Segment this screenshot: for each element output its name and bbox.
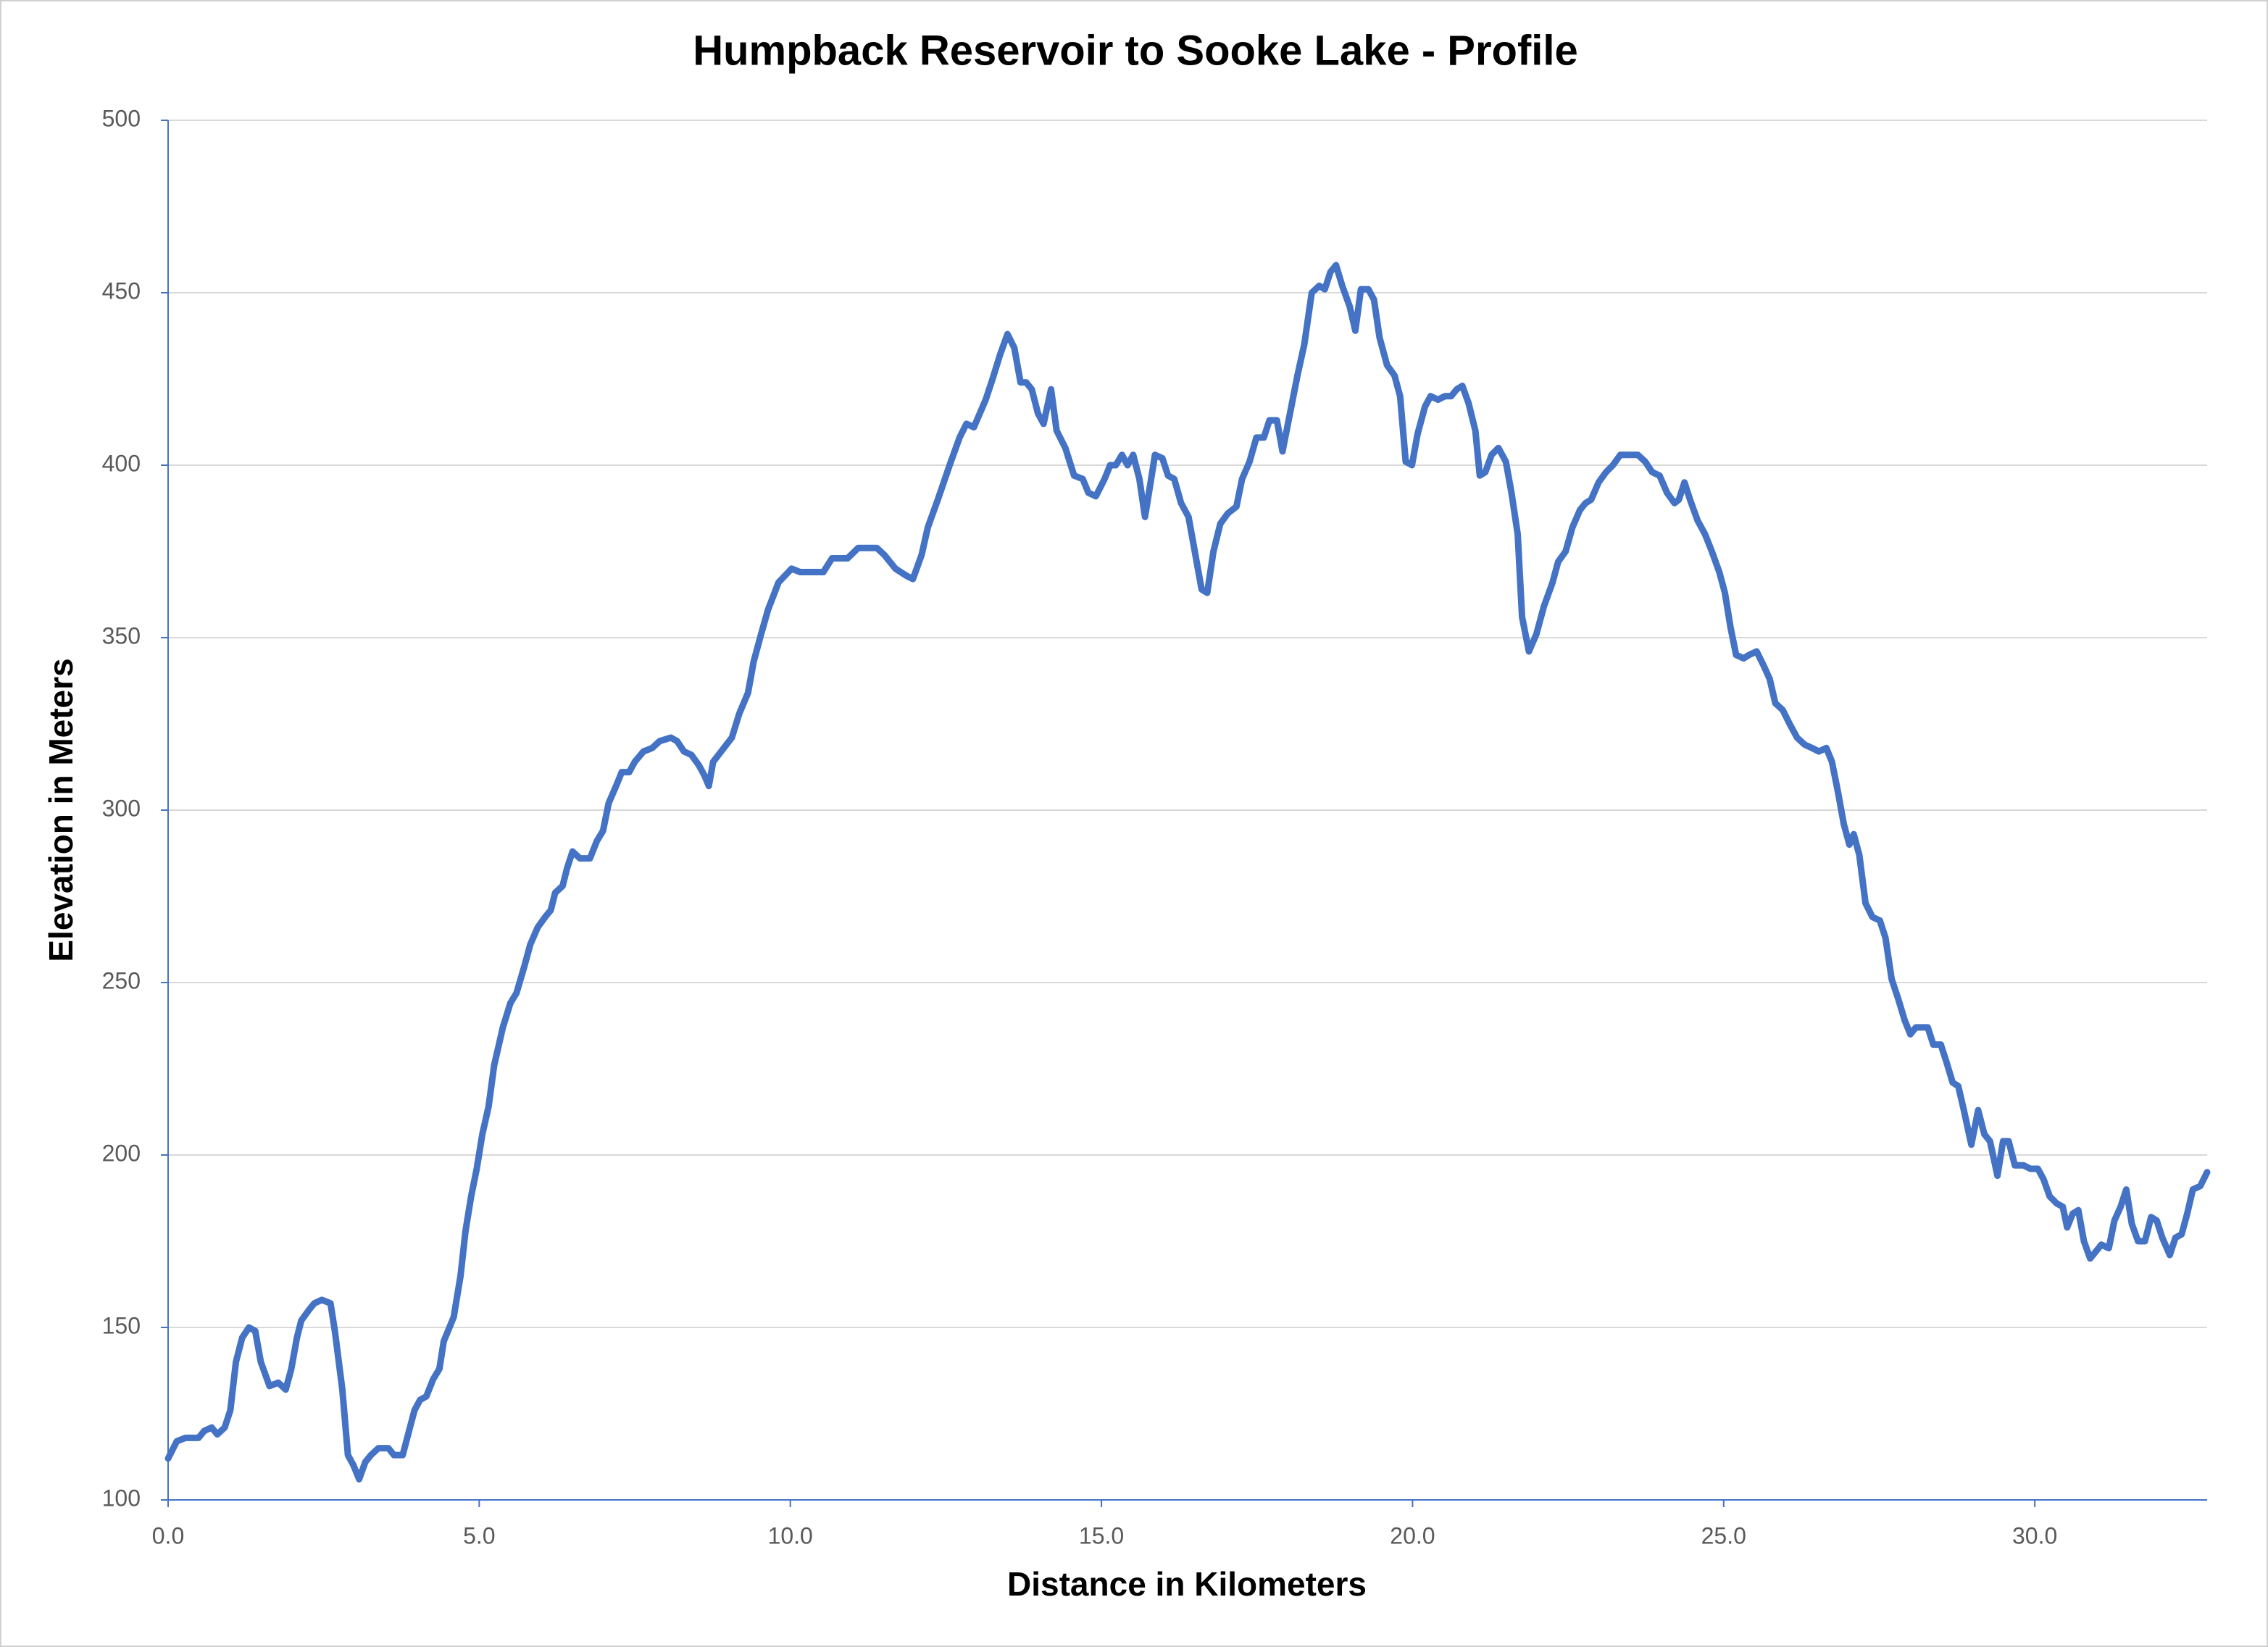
chart-title: Humpback Reservoir to Sooke Lake - Profi…	[693, 27, 1578, 74]
y-tick-label: 350	[102, 622, 141, 649]
y-tick-label: 450	[102, 278, 141, 304]
x-tick-label: 10.0	[768, 1522, 813, 1548]
y-tick-label: 250	[102, 967, 141, 993]
x-tick-label: 25.0	[1701, 1522, 1746, 1548]
y-tick-label: 150	[102, 1312, 141, 1338]
elevation-line	[164, 262, 2211, 1483]
x-tick-label: 20.0	[1390, 1522, 1435, 1548]
x-axis-title: Distance in Kilometers	[1007, 1565, 1367, 1603]
y-tick-label: 300	[102, 795, 141, 821]
x-tick-label: 0.0	[152, 1522, 184, 1548]
x-tick-label: 30.0	[2012, 1522, 2057, 1548]
y-tick-label: 200	[102, 1140, 141, 1166]
y-axis-title: Elevation in Meters	[42, 658, 80, 962]
x-tick-label: 5.0	[463, 1522, 495, 1548]
x-tick-label: 15.0	[1079, 1522, 1124, 1548]
y-tick-label: 100	[102, 1485, 141, 1511]
y-tick-label: 500	[102, 105, 141, 131]
y-tick-label: 400	[102, 450, 141, 476]
